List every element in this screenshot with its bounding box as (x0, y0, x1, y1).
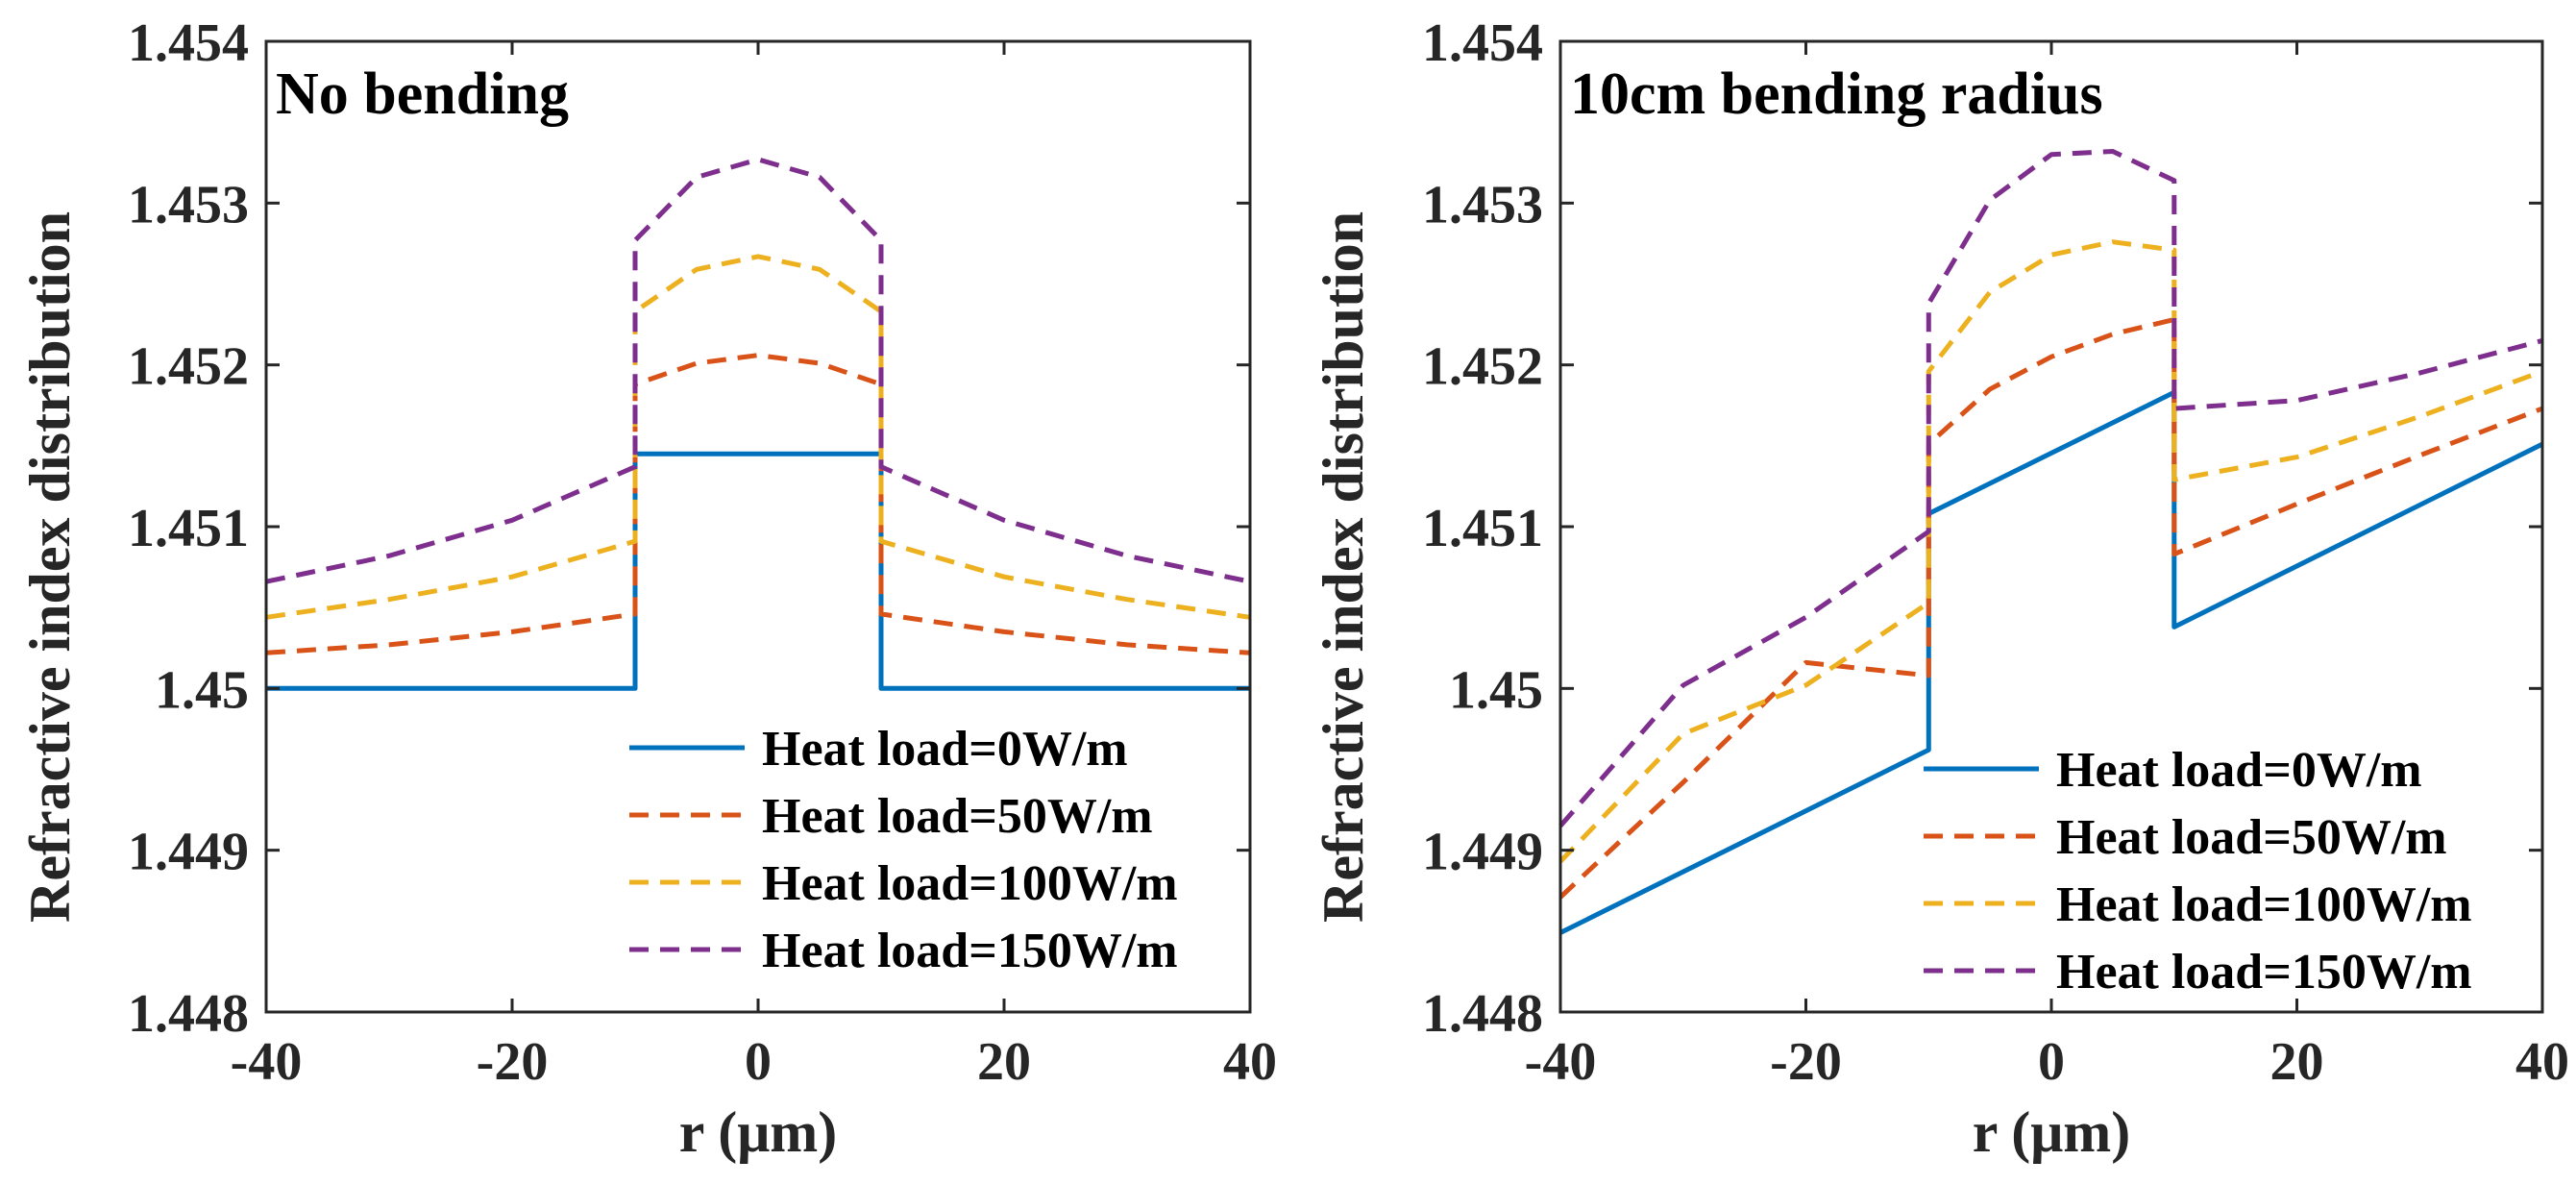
y-tick-label: 1.453 (1422, 175, 1543, 235)
x-tick-label: 20 (2270, 1032, 2324, 1092)
x-tick-label: -20 (477, 1032, 549, 1092)
y-tick-label: 1.451 (128, 499, 249, 558)
legend-entry: Heat load=100W/m (762, 856, 1178, 911)
legend-entry: Heat load=0W/m (762, 722, 1128, 777)
legend: Heat load=0W/m Heat load=50W/m Heat load=1… (629, 722, 1178, 978)
axes-background (1560, 41, 2542, 1012)
plot-area: -40 -20 0 20 40 1.448 1.449 1.45 1.451 1.452 1.453… (128, 13, 1277, 1092)
y-tick-label: 1.454 (128, 13, 249, 73)
x-tick-label: -40 (1525, 1032, 1597, 1092)
plot-area: -40 -20 0 20 40 1.448 1.449 1.45 1.451 1.452 1.453… (1422, 13, 2569, 1092)
series-line-heat-load-50w-m (265, 353, 1251, 655)
series-line-heat-load-50w-m (1558, 317, 2543, 900)
y-tick-label: 1.45 (1449, 660, 1543, 720)
x-tick-label: 40 (1223, 1032, 1277, 1092)
legend-entry: Heat load=0W/m (2056, 743, 2422, 798)
x-tick-label: 0 (2038, 1032, 2065, 1092)
y-axis-label: Refractive index distribution (18, 211, 82, 923)
y-tick-label: 1.452 (128, 337, 249, 397)
series-line-heat-load-0w-m (266, 451, 1250, 691)
legend-entry: Heat load=150W/m (762, 924, 1178, 978)
chart-panel-no-bending: -40 -20 0 20 40 1.448 1.449 1.45 1.451 1.452 1.453… (18, 13, 1277, 1164)
series-line-heat-load-100w-m (1558, 239, 2543, 864)
y-tick-label: 1.448 (128, 984, 249, 1044)
legend-entry: Heat load=50W/m (762, 789, 1153, 844)
legend-entry: Heat load=150W/m (2056, 945, 2472, 1000)
y-tick-label: 1.449 (128, 823, 249, 882)
legend-entry: Heat load=50W/m (2056, 810, 2447, 865)
chart-title: No bending (276, 62, 569, 127)
y-axis-label: Refractive index distribution (1312, 211, 1375, 923)
series-line-heat-load-150w-m (1558, 149, 2543, 828)
y-tick-label: 1.448 (1422, 984, 1543, 1044)
y-tick-label: 1.453 (128, 175, 249, 235)
x-tick-label: 0 (745, 1032, 772, 1092)
series-line-heat-load-150w-m (265, 157, 1251, 584)
series-line-heat-load-100w-m (265, 254, 1251, 620)
y-tick-label: 1.451 (1422, 499, 1543, 558)
x-tick-label: 20 (977, 1032, 1031, 1092)
legend-entry: Heat load=100W/m (2056, 877, 2472, 932)
chart-title: 10cm bending radius (1570, 62, 2103, 127)
series-line-heat-load-0w-m (1558, 389, 2544, 935)
y-tick-label: 1.454 (1422, 13, 1543, 73)
y-tick-label: 1.449 (1422, 823, 1543, 882)
x-axis-label: r (μm) (1973, 1100, 2131, 1164)
x-tick-label: -20 (1770, 1032, 1842, 1092)
y-tick-label: 1.452 (1422, 337, 1543, 397)
chart-panel-bending-radius: -40 -20 0 20 40 1.448 1.449 1.45 1.451 1.452 1.453… (1312, 13, 2569, 1164)
x-axis-label: r (μm) (679, 1100, 838, 1164)
x-tick-label: -40 (231, 1032, 303, 1092)
axes-background (266, 41, 1250, 1012)
x-tick-label: 40 (2515, 1032, 2569, 1092)
y-tick-label: 1.45 (155, 660, 249, 720)
legend: Heat load=0W/m Heat load=50W/m Heat load=1… (1924, 743, 2472, 1000)
